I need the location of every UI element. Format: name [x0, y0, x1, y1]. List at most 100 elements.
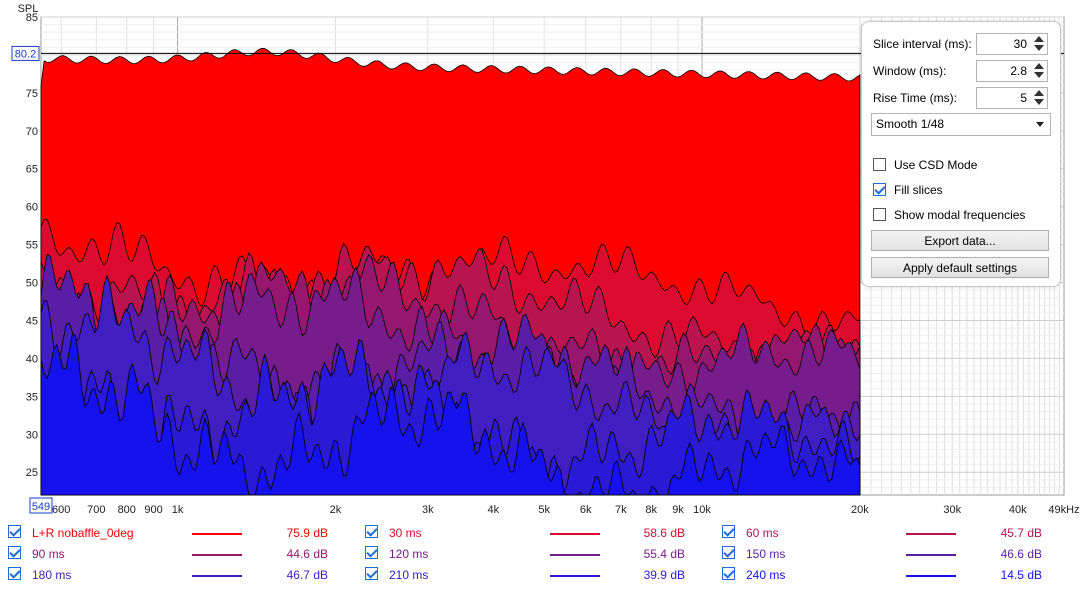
legend-series-name: 60 ms	[746, 526, 779, 540]
checkbox-icon[interactable]	[722, 525, 735, 538]
y-axis-label: SPL	[18, 3, 39, 15]
legend-value: 55.4 dB	[643, 547, 685, 561]
cursor-y-label: 80.2	[15, 48, 36, 60]
x-tick-label: 8k	[645, 504, 657, 516]
checkbox-icon[interactable]	[365, 546, 378, 559]
x-tick-label: 20k	[851, 504, 869, 516]
rise-time-label: Rise Time (ms):	[873, 91, 957, 105]
y-tick-label: 55	[26, 240, 38, 252]
x-tick-label: 2k	[330, 504, 342, 516]
window-value[interactable]: 2.8	[1010, 64, 1027, 78]
x-tick-label: 9k	[672, 504, 684, 516]
legend-item[interactable]: 60 ms 45.7 dB	[722, 523, 1062, 541]
y-tick-label: 35	[26, 391, 38, 403]
legend-swatch	[906, 554, 956, 556]
use-csd-checkbox[interactable]: Use CSD Mode	[873, 156, 1053, 174]
x-tick-label: 800	[118, 504, 136, 516]
y-tick-label: 30	[26, 429, 38, 441]
fill-slices-label[interactable]: Fill slices	[894, 183, 943, 197]
x-tick-label: 4k	[488, 504, 500, 516]
checkbox-icon[interactable]	[873, 208, 886, 221]
x-tick-label: 10k	[693, 504, 711, 516]
legend-item[interactable]: 240 ms 14.5 dB	[722, 565, 1062, 583]
rise-time-spinner[interactable]: 5	[976, 87, 1048, 109]
use-csd-label[interactable]: Use CSD Mode	[894, 158, 978, 172]
checkbox-icon[interactable]	[365, 567, 378, 580]
spinner-arrows-icon[interactable]	[1033, 35, 1045, 53]
legend-value: 14.5 dB	[1000, 568, 1042, 582]
window-row: Window (ms): 2.8	[873, 60, 1053, 82]
smoothing-select[interactable]: Smooth 1/48	[871, 113, 1051, 136]
x-tick-label: 49kHz	[1048, 504, 1079, 516]
x-tick-label: 7k	[615, 504, 627, 516]
chevron-down-icon[interactable]	[1036, 122, 1044, 127]
x-tick-label: 3k	[422, 504, 434, 516]
cursor-x-label: 549	[32, 501, 50, 513]
checkbox-icon[interactable]	[873, 183, 886, 196]
export-data-button[interactable]: Export data...	[871, 230, 1049, 251]
legend-value: 75.9 dB	[286, 526, 328, 540]
checkbox-icon[interactable]	[873, 158, 886, 171]
cursor-x-box	[29, 497, 53, 514]
spinner-arrows-icon[interactable]	[1033, 62, 1045, 80]
y-tick-label: 65	[26, 164, 38, 176]
x-tick-label: 600	[52, 504, 70, 516]
legend-item[interactable]: 210 ms 39.9 dB	[365, 565, 705, 583]
legend-value: 45.7 dB	[1000, 526, 1042, 540]
legend-item[interactable]: 120 ms 55.4 dB	[365, 544, 705, 562]
legend-series-name: 150 ms	[746, 547, 786, 561]
y-tick-label: 85	[26, 12, 38, 24]
rise-time-value[interactable]: 5	[1020, 91, 1027, 105]
window-label: Window (ms):	[873, 64, 947, 78]
legend-value: 39.9 dB	[643, 568, 685, 582]
checkbox-icon[interactable]	[8, 546, 21, 559]
legend-value: 44.6 dB	[286, 547, 328, 561]
legend-swatch	[192, 533, 242, 535]
checkbox-icon[interactable]	[365, 525, 378, 538]
legend-value: 46.7 dB	[286, 568, 328, 582]
window-spinner[interactable]: 2.8	[976, 60, 1048, 82]
slice-interval-spinner[interactable]: 30	[976, 33, 1048, 55]
legend-swatch	[192, 554, 242, 556]
legend-value: 58.6 dB	[643, 526, 685, 540]
checkbox-icon[interactable]	[722, 546, 735, 559]
legend-series-name: 120 ms	[389, 547, 429, 561]
legend-item[interactable]: L+R nobaffle_0deg 75.9 dB	[8, 523, 348, 541]
x-tick-label: 6k	[580, 504, 592, 516]
show-modal-label[interactable]: Show modal frequencies	[894, 208, 1026, 222]
fill-slices-checkbox[interactable]: Fill slices	[873, 181, 1053, 199]
apply-defaults-button[interactable]: Apply default settings	[871, 257, 1049, 278]
x-tick-label: 1k	[172, 504, 184, 516]
cursor-y-box	[11, 45, 40, 61]
show-modal-checkbox[interactable]: Show modal frequencies	[873, 206, 1053, 224]
y-tick-label: 50	[26, 278, 38, 290]
settings-panel: Slice interval (ms): 30 Window (ms): 2.8…	[861, 21, 1061, 287]
legend-item[interactable]: 90 ms 44.6 dB	[8, 544, 348, 562]
legend-value: 46.6 dB	[1000, 547, 1042, 561]
legend-item[interactable]: 30 ms 58.6 dB	[365, 523, 705, 541]
legend: L+R nobaffle_0deg 75.9 dB 30 ms 58.6 dB 60 m…	[0, 519, 1084, 589]
x-tick-label: 30k	[943, 504, 961, 516]
legend-swatch	[550, 533, 600, 535]
spinner-arrows-icon[interactable]	[1033, 89, 1045, 107]
slice-interval-value[interactable]: 30	[1013, 37, 1027, 51]
legend-series-name: 90 ms	[32, 547, 65, 561]
series-slice-8	[40, 333, 861, 496]
rise-time-row: Rise Time (ms): 5	[873, 87, 1053, 109]
legend-item[interactable]: 180 ms 46.7 dB	[8, 565, 348, 583]
legend-swatch	[550, 554, 600, 556]
slice-interval-row: Slice interval (ms): 30	[873, 33, 1053, 55]
checkbox-icon[interactable]	[8, 567, 21, 580]
y-tick-label: 70	[26, 126, 38, 138]
x-tick-label: 40k	[1009, 504, 1027, 516]
legend-item[interactable]: 150 ms 46.6 dB	[722, 544, 1062, 562]
legend-series-name: L+R nobaffle_0deg	[32, 526, 134, 540]
y-tick-label: 45	[26, 315, 38, 327]
y-tick-label: 60	[26, 202, 38, 214]
smoothing-value: Smooth 1/48	[876, 117, 945, 131]
y-tick-label: 75	[26, 88, 38, 100]
y-tick-label: 25	[26, 467, 38, 479]
x-tick-label: 900	[144, 504, 162, 516]
checkbox-icon[interactable]	[8, 525, 21, 538]
checkbox-icon[interactable]	[722, 567, 735, 580]
